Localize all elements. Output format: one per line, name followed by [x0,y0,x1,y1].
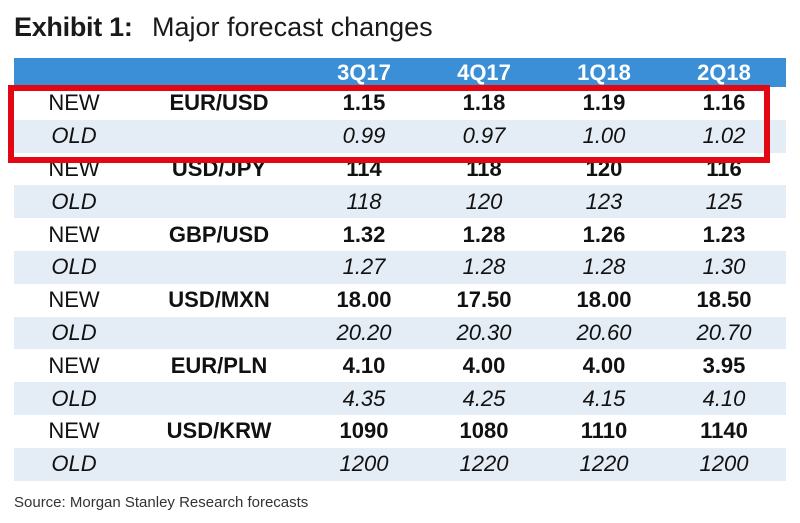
forecast-value: 20.20 [336,319,392,345]
forecast-value: 1220 [459,451,509,477]
forecast-value: 1080 [459,418,509,444]
table-row: OLD 4.35 4.25 4.15 4.10 [14,382,786,415]
table-row: NEW USD/JPY 114 118 120 116 [14,153,786,186]
table-row: NEW EUR/PLN 4.10 4.00 4.00 3.95 [14,349,786,382]
header-cell-2q18: 2Q18 [697,59,751,85]
forecast-value: 18.50 [696,287,752,313]
currency-pair: USD/KRW [166,418,272,444]
table-row: OLD 1200 1220 1220 1200 [14,447,786,481]
forecast-value: 1.19 [582,90,626,116]
forecast-value: 1.28 [462,254,506,280]
forecast-value: 120 [585,155,623,181]
forecast-value: 116 [706,155,742,181]
forecast-value: 20.30 [456,319,512,345]
forecast-value: 0.97 [462,123,506,149]
row-tag: OLD [51,385,97,411]
table-row: OLD 1.27 1.28 1.28 1.30 [14,250,786,284]
forecast-value: 1220 [579,451,629,477]
forecast-value: 4.10 [702,385,746,411]
header-cell-1q18: 1Q18 [577,59,631,85]
header-cell-3q17: 3Q17 [337,59,391,85]
forecast-value: 1.30 [702,254,746,280]
forecast-value: 1.23 [702,221,746,247]
forecast-value: 4.25 [462,385,506,411]
row-tag: NEW [48,221,100,247]
row-tag: OLD [51,451,97,477]
table-row: NEW EUR/USD 1.15 1.18 1.19 1.16 [14,87,786,120]
forecast-value: 120 [465,188,503,214]
forecast-value: 1200 [339,451,389,477]
table-row: NEW USD/MXN 18.00 17.50 18.00 18.50 [14,284,786,317]
forecast-value: 1.32 [342,221,386,247]
forecast-value: 1.27 [342,254,386,280]
forecast-value: 1.16 [702,90,746,116]
forecast-value: 1.00 [582,123,626,149]
row-tag: OLD [51,254,97,280]
forecast-value: 4.00 [462,352,506,378]
forecast-value: 118 [466,155,502,181]
forecast-value: 18.00 [336,287,392,313]
exhibit-title-prefix: Exhibit 1: [14,12,133,42]
table-header-row: 3Q17 4Q17 1Q18 2Q18 [14,58,786,87]
forecast-value: 1110 [580,418,628,444]
table-row: OLD 20.20 20.30 20.60 20.70 [14,316,786,350]
table-row: OLD 0.99 0.97 1.00 1.02 [14,119,786,153]
currency-pair: GBP/USD [168,221,270,247]
forecast-value: 118 [346,188,382,214]
forecast-value: 4.35 [342,385,386,411]
forecast-value: 4.10 [342,352,386,378]
forecast-value: 123 [585,188,623,214]
forecast-value: 1090 [339,418,389,444]
table-row: NEW GBP/USD 1.32 1.28 1.26 1.23 [14,218,786,251]
forecast-value: 18.00 [576,287,632,313]
header-cell-4q17: 4Q17 [457,59,511,85]
forecast-value: 1.26 [582,221,626,247]
row-tag: NEW [48,352,100,378]
forecast-value: 1200 [699,451,749,477]
currency-pair: EUR/PLN [170,352,268,378]
forecast-value: 0.99 [342,123,386,149]
forecast-value: 4.00 [582,352,626,378]
forecast-value: 1.18 [462,90,506,116]
exhibit-title-main: Major forecast changes [152,12,433,42]
row-tag: NEW [48,90,100,116]
forecast-value: 3.95 [702,352,746,378]
row-tag: NEW [48,287,100,313]
row-tag: OLD [51,319,97,345]
forecast-value: 1.28 [462,221,506,247]
forecast-value: 4.15 [582,385,626,411]
forecast-value: 114 [346,155,382,181]
row-tag: NEW [48,418,100,444]
currency-pair: USD/MXN [168,287,270,313]
forecast-value: 1.28 [582,254,626,280]
forecast-value: 1.02 [702,123,746,149]
forecast-value: 20.60 [576,319,632,345]
forecast-value: 125 [705,188,743,214]
forecast-value: 1.15 [342,90,386,116]
row-tag: OLD [51,188,97,214]
row-tag: OLD [51,123,97,149]
forecast-table: 3Q17 4Q17 1Q18 2Q18 NEW EUR/USD 1.15 1.18 1.… [14,58,786,481]
forecast-value: 1140 [700,418,748,444]
table-body: NEW EUR/USD 1.15 1.18 1.19 1.16 OLD 0.99 0.97 1.0… [14,87,786,481]
table-row: OLD 118 120 123 125 [14,185,786,219]
currency-pair: USD/JPY [171,155,267,181]
row-tag: NEW [48,155,100,181]
currency-pair: EUR/USD [169,90,269,116]
exhibit-title: Exhibit 1: Major forecast changes [14,8,433,46]
forecast-value: 17.50 [456,287,512,313]
source-note: Source: Morgan Stanley Research forecast… [14,494,309,511]
forecast-value: 20.70 [696,319,752,345]
table-row: NEW USD/KRW 1090 1080 1110 1140 [14,415,786,448]
